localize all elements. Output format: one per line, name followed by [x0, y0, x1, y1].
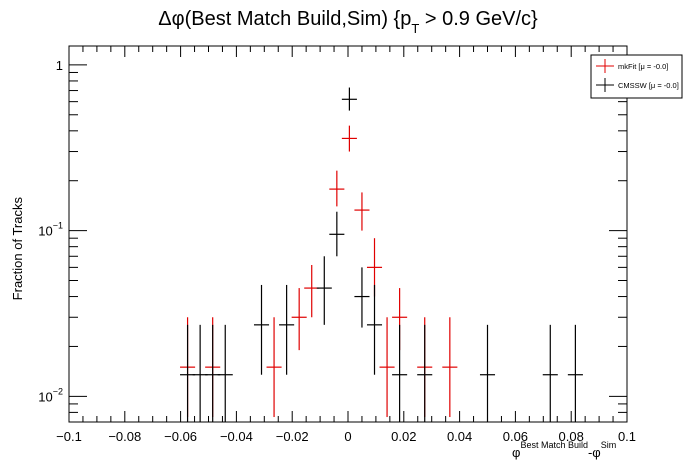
data-point	[354, 267, 370, 328]
x-tick-label: 0.02	[391, 429, 416, 444]
data-point	[316, 256, 332, 325]
series-cmssw	[180, 87, 583, 422]
data-point	[253, 284, 270, 375]
data-point	[392, 324, 408, 422]
data-point	[417, 324, 433, 422]
x-axis-ticks: −0.1 −0.08 −0.06 −0.04 −0.02 0 0.02 0.04 0.06 0.0…	[56, 46, 636, 444]
data-point	[442, 317, 458, 418]
x-tick-label: −0.1	[56, 429, 82, 444]
y-tick-label: 1	[56, 58, 63, 73]
legend-entry-cmssw: CMSSW [μ = -0.0]	[596, 78, 679, 92]
data-point	[279, 284, 295, 375]
y-tick-label-exponent: −1	[53, 221, 63, 231]
legend-cmssw-label: CMSSW [μ = -0.0]	[618, 81, 679, 90]
data-point	[567, 324, 583, 422]
data-point	[291, 288, 307, 351]
legend-box	[590, 54, 683, 99]
x-tick-label: 0.06	[503, 429, 528, 444]
x-tick-label: −0.08	[108, 429, 141, 444]
data-point	[341, 87, 357, 111]
chart-title: Δφ(Best Match Build,Sim) {pT > 0.9 GeV/c…	[158, 8, 538, 36]
y-axis-title: Fraction of Tracks	[10, 197, 25, 301]
data-point	[479, 324, 496, 422]
legend: mkFit [μ = -0.0] CMSSW [μ = -0.0]	[590, 54, 683, 99]
legend-mkfit-label: mkFit [μ = -0.0]	[618, 62, 668, 71]
x-tick-label: 0.1	[618, 429, 636, 444]
x-axis-title-minus-phi: -φ	[588, 445, 601, 460]
chart-title-tail: > 0.9 GeV/c}	[419, 8, 538, 30]
y-tick-label-base: 1	[56, 58, 63, 73]
y-tick-label: 10−1	[38, 221, 63, 239]
y-tick-label-base: 10	[38, 224, 52, 239]
legend-entry-mkfit: mkFit [μ = -0.0]	[596, 59, 668, 73]
y-tick-label-base: 10	[38, 389, 52, 404]
x-axis-title-sup1: Best Match Build	[520, 440, 588, 450]
data-point	[379, 317, 395, 418]
y-tick-label-exponent: −2	[53, 386, 63, 396]
data-point	[366, 284, 383, 375]
x-tick-label: −0.04	[220, 429, 253, 444]
x-axis-title-sup2: Sim	[601, 440, 617, 450]
chart-title-subscript: T	[411, 21, 419, 36]
x-tick-label: 0.04	[447, 429, 472, 444]
data-point	[217, 324, 233, 422]
x-axis-title-phi: φ	[512, 445, 520, 460]
x-tick-label: 0.08	[559, 429, 584, 444]
data-point	[542, 324, 558, 422]
y-tick-label: 10−2	[38, 386, 63, 404]
x-axis-title: φBest Match Build-φSim	[512, 440, 616, 460]
x-tick-label: −0.02	[276, 429, 309, 444]
data-point	[354, 192, 370, 231]
x-tick-label: −0.06	[164, 429, 197, 444]
data-point	[266, 317, 282, 418]
chart-title-main: Δφ(Best Match Build,Sim) {p	[158, 8, 411, 30]
x-tick-label: 0	[344, 429, 351, 444]
data-point	[329, 170, 345, 207]
data-point	[341, 125, 357, 152]
data-series-layer	[180, 87, 583, 422]
data-point	[329, 211, 345, 257]
